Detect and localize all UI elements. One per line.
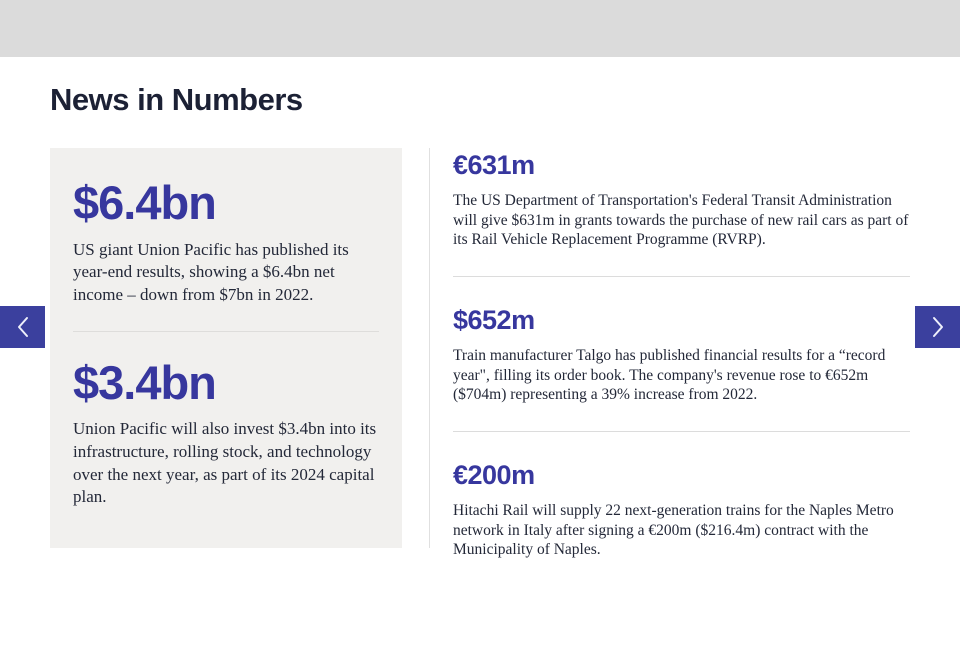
featured-stat: $3.4bn Union Pacific will also invest $3… <box>73 355 379 509</box>
top-header-bar <box>0 0 960 57</box>
card-divider <box>73 330 379 332</box>
stat-description: US giant Union Pacific has published its… <box>73 239 349 304</box>
story-value: €631m <box>453 150 535 180</box>
story-divider <box>453 431 910 433</box>
stat-description: Union Pacific will also invest $3.4bn in… <box>73 419 377 507</box>
story-description: Train manufacturer Talgo has published f… <box>453 347 886 404</box>
vertical-divider <box>429 148 430 548</box>
stories-column: €631m The US Department of Transportatio… <box>453 150 910 560</box>
story-value: €200m <box>453 460 535 491</box>
featured-stat: $6.4bn US giant Union Pacific has publis… <box>73 176 379 307</box>
story-divider <box>453 276 910 278</box>
chevron-left-icon <box>17 317 28 337</box>
stat-value: $3.4bn <box>73 355 217 409</box>
carousel-next-button[interactable] <box>915 306 960 348</box>
story-description: The US Department of Transportation's Fe… <box>453 192 909 249</box>
story-item: $652m Train manufacturer Talgo has publi… <box>453 305 910 405</box>
page-title: News in Numbers <box>50 82 303 117</box>
story-item: €631m The US Department of Transportatio… <box>453 150 910 250</box>
chevron-right-icon <box>932 317 943 337</box>
story-value: $652m <box>453 305 535 336</box>
carousel-prev-button[interactable] <box>0 306 45 348</box>
featured-stats-card: $6.4bn US giant Union Pacific has publis… <box>50 148 402 548</box>
story-description: Hitachi Rail will supply 22 next-generat… <box>453 502 894 559</box>
story-item: €200m Hitachi Rail will supply 22 next-g… <box>453 460 910 560</box>
stat-value: $6.4bn <box>73 176 217 229</box>
